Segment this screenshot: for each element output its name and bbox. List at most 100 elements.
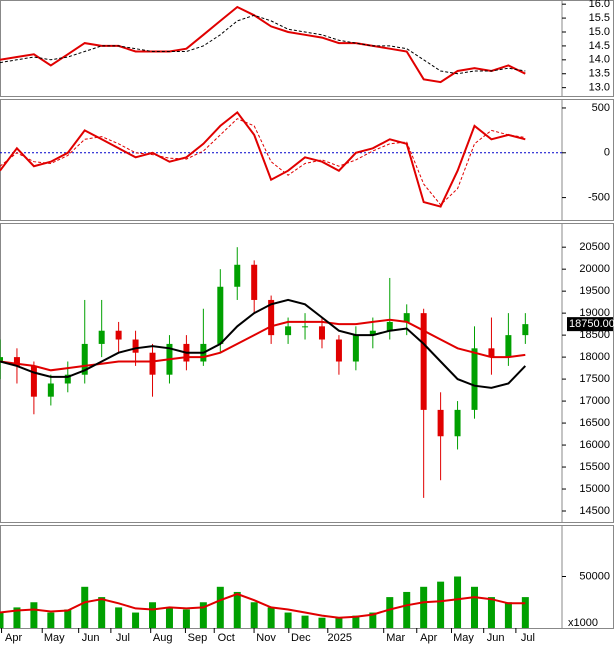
- volume-bar: [369, 612, 377, 628]
- candle-body: [454, 409, 461, 437]
- x-tick-label: Mar: [386, 632, 405, 644]
- x-tick-label: Aug: [153, 632, 173, 644]
- candle-body: [488, 348, 495, 358]
- candle-body: [352, 335, 359, 362]
- candle-body: [81, 343, 88, 375]
- volume-bar: [301, 615, 309, 628]
- candle-body: [420, 313, 427, 410]
- y-tick-label: 50000: [579, 570, 610, 582]
- candle-body: [471, 348, 478, 410]
- series-line: [0, 5, 526, 84]
- volume-bar: [267, 607, 275, 628]
- y-tick-label: 14.5: [589, 40, 610, 52]
- volume-bar: [64, 609, 72, 628]
- volume-bar: [132, 612, 140, 628]
- candle-body: [302, 326, 309, 328]
- candle-body: [0, 357, 3, 362]
- candle-body: [403, 313, 410, 322]
- volume-bar: [149, 602, 157, 628]
- y-tick-label: 16.0: [589, 0, 610, 10]
- x-tick-label: May: [44, 632, 65, 644]
- volume-bar: [403, 591, 411, 628]
- y-tick-label: 18000: [579, 351, 610, 363]
- volume-bar: [521, 597, 529, 628]
- volume-bar: [182, 609, 190, 628]
- x-tick-label: 2025: [328, 632, 352, 644]
- x-tick-label: Oct: [218, 632, 235, 644]
- volume-bar: [98, 597, 106, 628]
- y-tick-label: 14.0: [589, 54, 610, 66]
- series-line: [0, 110, 526, 208]
- candle-body: [217, 286, 224, 344]
- candle-body: [132, 339, 139, 353]
- x-tick-label: Jul: [521, 632, 535, 644]
- volume-bar: [284, 612, 292, 628]
- volume-bar: [199, 602, 207, 628]
- volume-bar: [487, 597, 495, 628]
- candle-body: [98, 330, 105, 344]
- unit-label: x1000: [568, 617, 598, 629]
- volume-bar: [216, 586, 224, 628]
- series-line: [0, 592, 526, 619]
- candle-body: [251, 264, 258, 300]
- volume-bar: [233, 591, 241, 628]
- candle-body: [505, 335, 512, 358]
- y-tick-label: 13.0: [589, 82, 610, 94]
- volume-bar: [115, 607, 123, 628]
- volume-bar: [454, 576, 462, 628]
- candle-body: [30, 365, 37, 397]
- x-tick-label: Apr: [5, 632, 22, 644]
- candle-body: [47, 383, 54, 397]
- y-tick-label: 19500: [579, 285, 610, 297]
- volume-bar: [318, 617, 326, 628]
- y-tick-label: 16000: [579, 439, 610, 451]
- volume-bar: [386, 597, 394, 628]
- y-tick-label: 17500: [579, 373, 610, 385]
- volume-bar: [13, 607, 21, 628]
- y-tick-label: 16500: [579, 417, 610, 429]
- y-tick-label: 15000: [579, 483, 610, 495]
- x-tick-label: Nov: [256, 632, 276, 644]
- y-tick-label: 17000: [579, 395, 610, 407]
- candle-body: [335, 339, 342, 362]
- volume-bar: [437, 581, 445, 628]
- series-line: [0, 298, 527, 389]
- series-line: [0, 14, 526, 75]
- last-price-label: 18750.00: [569, 318, 614, 330]
- volume-bar: [47, 612, 55, 628]
- volume-bar: [335, 617, 343, 628]
- volume-bar: [250, 602, 258, 628]
- candle-body: [64, 374, 71, 384]
- volume-bar: [30, 602, 38, 628]
- candle-body: [437, 409, 444, 437]
- candle-body: [522, 324, 529, 336]
- candle-body: [386, 321, 393, 331]
- x-tick-label: Jun: [82, 632, 100, 644]
- y-tick-label: 15.0: [589, 26, 610, 38]
- y-tick-label: 13.5: [589, 68, 610, 80]
- candle-body: [13, 357, 20, 366]
- x-tick-label: Jul: [116, 632, 130, 644]
- x-tick-label: Sep: [188, 632, 208, 644]
- volume-bar: [504, 602, 512, 628]
- y-tick-label: 15500: [579, 461, 610, 473]
- volume-bar: [420, 586, 428, 628]
- y-tick-label: 20000: [579, 263, 610, 275]
- volume-bar: [165, 607, 173, 628]
- y-tick-label: 0: [604, 147, 610, 159]
- volume-bar: [0, 612, 4, 628]
- series-line: [0, 118, 526, 206]
- y-tick-label: 500: [592, 102, 610, 114]
- x-tick-label: Apr: [420, 632, 437, 644]
- candle-body: [234, 264, 241, 287]
- y-tick-label: 20500: [579, 241, 610, 253]
- candle-body: [285, 326, 292, 336]
- y-tick-label: 15.5: [589, 12, 610, 24]
- series-line: [0, 318, 526, 372]
- volume-bar: [352, 615, 360, 628]
- candle-body: [268, 299, 275, 336]
- y-tick-label: -500: [588, 191, 610, 203]
- candle-body: [149, 352, 156, 375]
